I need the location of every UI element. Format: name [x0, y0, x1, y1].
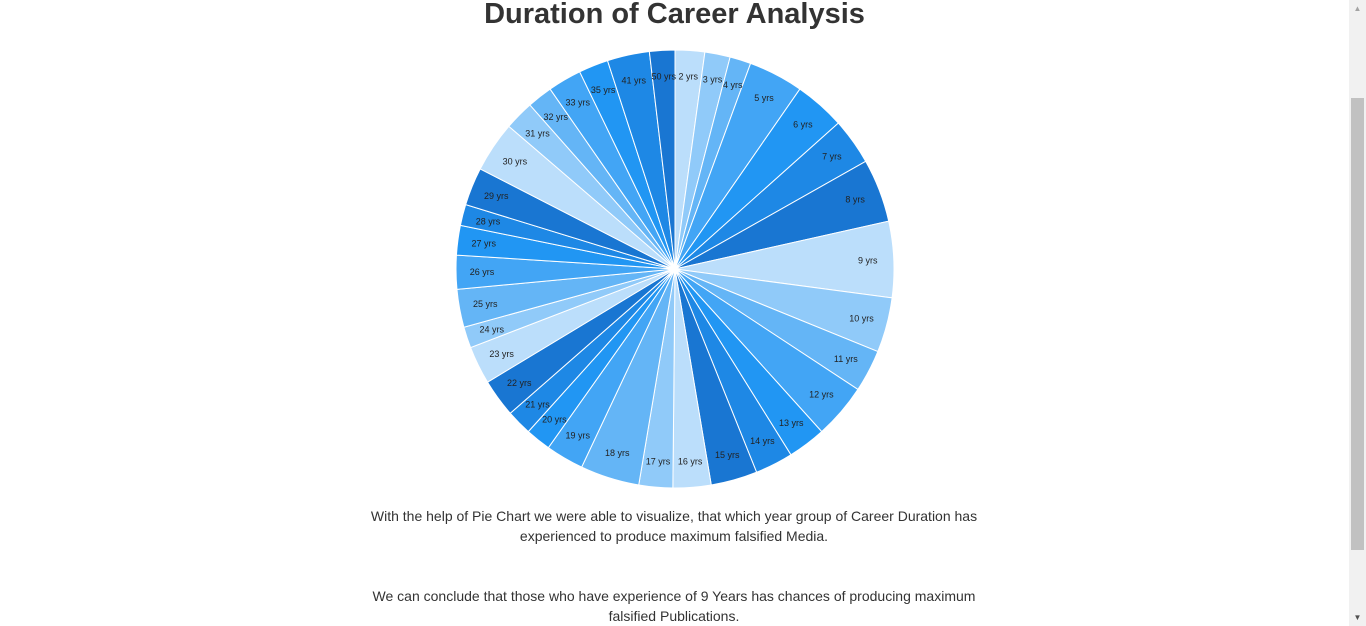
slice-label: 12 yrs: [809, 390, 834, 400]
slice-label: 25 yrs: [473, 299, 498, 309]
chart-title: Duration of Career Analysis: [484, 0, 865, 30]
scrollbar-thumb[interactable]: [1351, 98, 1364, 550]
slice-label: 27 yrs: [471, 239, 496, 249]
slice-label: 6 yrs: [793, 119, 813, 129]
scroll-down-arrow-icon[interactable]: ▼: [1353, 613, 1362, 622]
pie-slice-50-yrs[interactable]: [648, 49, 676, 270]
slice-label: 8 yrs: [845, 195, 865, 205]
slice-label: 30 yrs: [503, 156, 528, 166]
slice-label: 3 yrs: [703, 75, 723, 85]
slice-label: 28 yrs: [476, 216, 501, 226]
slice-label: 33 yrs: [565, 97, 590, 107]
scroll-up-arrow-icon[interactable]: ▲: [1353, 4, 1362, 13]
slice-label: 32 yrs: [544, 112, 569, 122]
slice-label: 22 yrs: [507, 378, 532, 388]
slice-label: 29 yrs: [484, 191, 509, 201]
slice-label: 18 yrs: [605, 448, 630, 458]
slice-label: 7 yrs: [822, 152, 842, 162]
slice-label: 20 yrs: [542, 415, 567, 425]
slice-label: 5 yrs: [754, 93, 774, 103]
slice-label: 23 yrs: [489, 349, 514, 359]
slice-label: 11 yrs: [834, 354, 858, 364]
slice-label: 21 yrs: [525, 400, 550, 410]
slice-label: 50 yrs: [651, 71, 676, 81]
slice-label: 4 yrs: [723, 80, 743, 90]
vertical-scrollbar[interactable]: ▲ ▼: [1349, 0, 1366, 626]
slice-label: 35 yrs: [591, 85, 616, 95]
slice-label: 10 yrs: [849, 314, 874, 324]
slice-label: 41 yrs: [622, 76, 647, 86]
slice-label: 14 yrs: [750, 436, 775, 446]
slice-label: 2 yrs: [678, 72, 698, 82]
conclusion-paragraph: We can conclude that those who have expe…: [372, 588, 976, 624]
slice-label: 9 yrs: [858, 256, 878, 266]
slice-label: 16 yrs: [678, 456, 703, 466]
slice-label: 17 yrs: [646, 456, 671, 466]
slice-label: 19 yrs: [565, 431, 590, 441]
analysis-paragraph: With the help of Pie Chart we were able …: [370, 508, 978, 544]
slice-label: 26 yrs: [470, 267, 495, 277]
slice-label: 31 yrs: [525, 129, 550, 139]
slice-label: 24 yrs: [479, 324, 504, 334]
slice-label: 15 yrs: [715, 450, 740, 460]
slice-label: 13 yrs: [779, 418, 804, 428]
